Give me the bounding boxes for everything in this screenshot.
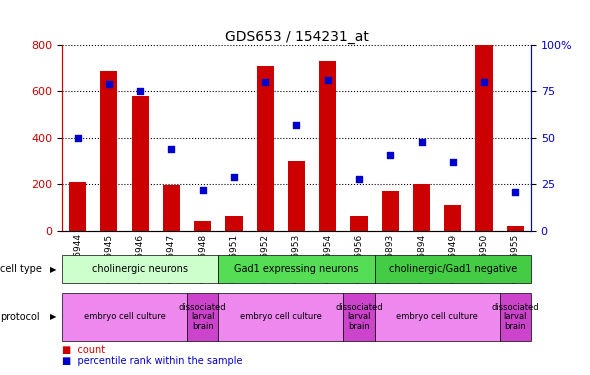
Point	[166, 146, 176, 152]
Bar	[288, 161, 305, 231]
Text: protocol: protocol	[0, 312, 40, 322]
Bar	[194, 221, 211, 231]
Bar	[476, 45, 493, 231]
Point	[417, 138, 426, 144]
Point	[104, 81, 113, 87]
Text: cell type: cell type	[0, 264, 42, 274]
Text: dissociated
larval
brain: dissociated larval brain	[491, 303, 539, 331]
Bar	[382, 191, 399, 231]
Bar	[69, 182, 86, 231]
Bar	[413, 184, 430, 231]
Title: GDS653 / 154231_at: GDS653 / 154231_at	[225, 30, 368, 44]
Bar	[163, 185, 180, 231]
Text: ▶: ▶	[50, 265, 56, 274]
Bar	[257, 66, 274, 231]
Point	[229, 174, 238, 180]
Text: Gad1 expressing neurons: Gad1 expressing neurons	[234, 264, 359, 274]
Text: dissociated
larval
brain: dissociated larval brain	[179, 303, 227, 331]
Text: dissociated
larval
brain: dissociated larval brain	[335, 303, 383, 331]
Point	[354, 176, 363, 181]
Point	[198, 187, 208, 193]
Point	[135, 88, 145, 94]
Point	[73, 135, 82, 141]
Point	[448, 159, 458, 165]
Text: embryo cell culture: embryo cell culture	[84, 312, 165, 321]
Bar	[507, 226, 524, 231]
Text: ■  percentile rank within the sample: ■ percentile rank within the sample	[62, 357, 242, 366]
Bar	[444, 205, 461, 231]
Bar	[132, 96, 149, 231]
Bar	[225, 216, 242, 231]
Text: cholinergic/Gad1 negative: cholinergic/Gad1 negative	[389, 264, 517, 274]
Text: cholinergic neurons: cholinergic neurons	[92, 264, 188, 274]
Point	[323, 77, 333, 83]
Bar	[100, 70, 117, 231]
Point	[291, 122, 301, 128]
Point	[386, 152, 395, 157]
Bar	[319, 61, 336, 231]
Text: ■  count: ■ count	[62, 345, 105, 354]
Point	[510, 189, 520, 195]
Text: embryo cell culture: embryo cell culture	[396, 312, 478, 321]
Text: embryo cell culture: embryo cell culture	[240, 312, 322, 321]
Bar	[350, 216, 368, 231]
Point	[479, 79, 489, 85]
Text: ▶: ▶	[50, 312, 56, 321]
Point	[260, 79, 270, 85]
